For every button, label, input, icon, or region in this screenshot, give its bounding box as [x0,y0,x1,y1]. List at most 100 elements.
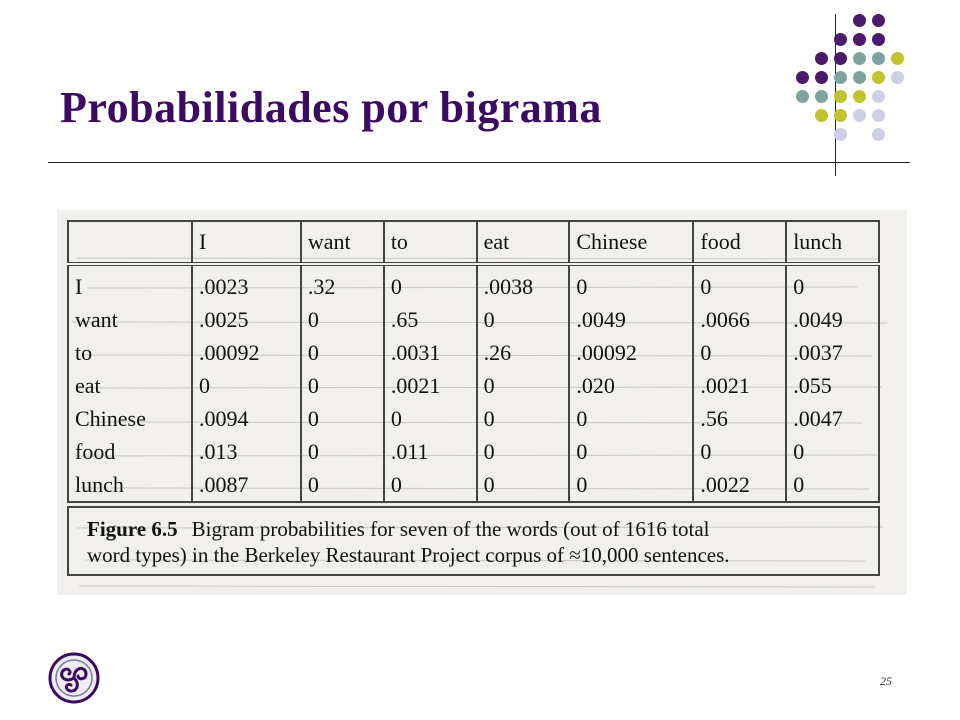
probability-cell: .56 [692,402,788,435]
decorative-dot [815,52,828,65]
column-header: eat [475,220,571,266]
decorative-dot [796,71,809,84]
row-header: I [66,264,194,303]
table-row: I .0023.32 0.0038 0 0 0 [66,264,880,303]
triskelion-icon [48,652,100,704]
probability-cell: 0 [692,264,788,303]
page-number: 25 [880,674,892,688]
probability-cell: .26 [475,336,571,369]
decorative-dot [872,109,885,122]
probability-cell: .0037 [785,336,880,369]
caption-text-line1: Bigram probabilities for seven of the wo… [191,517,710,541]
column-header: food [692,220,788,266]
column-header: I [191,220,302,266]
decorative-dot [834,109,847,122]
title-divider [48,162,910,163]
probability-cell: 0 [475,435,571,468]
probability-cell: 0 [299,336,385,369]
row-header: Chinese [66,402,194,435]
decorative-dot [796,90,809,103]
header-corner-cell [66,220,194,266]
decorative-dot [872,14,885,27]
probability-cell: .0021 [692,369,788,402]
probability-cell: .0049 [785,303,880,336]
probability-cell: 0 [692,435,788,468]
probability-cell: 0 [382,468,478,503]
slide-title: Probabilidades por bigrama [60,83,602,132]
caption-label: Figure 6.5 [87,517,178,541]
decorative-dot [815,109,828,122]
probability-cell: 0 [568,402,695,435]
column-header: lunch [785,220,880,266]
probability-cell: .0047 [785,402,880,435]
decorative-dot [853,52,866,65]
decorative-dot [872,33,885,46]
decorative-dot [853,71,866,84]
row-header: lunch [66,468,194,503]
decorative-dot [834,90,847,103]
probability-cell: .65 [382,303,478,336]
probability-cell: 0 [382,264,478,303]
decorative-dot [834,71,847,84]
decorative-dot [891,71,904,84]
decorative-dot [853,33,866,46]
probability-cell: 0 [299,402,385,435]
probability-cell: 0 [568,435,695,468]
probability-cell: .0094 [191,402,302,435]
decorative-dot [853,109,866,122]
probability-cell: 0 [475,468,571,503]
row-header: food [66,435,194,468]
probability-cell: 0 [475,369,571,402]
figure-caption: Figure 6.5 Bigram probabilities for seven… [67,506,880,576]
decorative-dot [853,14,866,27]
decorative-dot [834,128,847,141]
row-header: eat [66,369,194,402]
caption-text-line2: word types) in the Berkeley Restaurant P… [87,543,730,567]
probability-cell: .0087 [191,468,302,503]
decorative-dot [815,90,828,103]
probability-cell: .00092 [568,336,695,369]
decorative-dot [815,71,828,84]
probability-cell: 0 [299,303,385,336]
probability-cell: .0066 [692,303,788,336]
column-header: want [299,220,385,266]
probability-cell: .00092 [191,336,302,369]
column-header: to [382,220,478,266]
probability-cell: .0038 [475,264,571,303]
probability-cell: 0 [692,336,788,369]
probability-cell: .0031 [382,336,478,369]
decorative-dot [853,90,866,103]
probability-cell: 0 [568,468,695,503]
probability-cell: .32 [299,264,385,303]
decorative-dot [834,33,847,46]
probability-cell: .013 [191,435,302,468]
table-row: lunch .0087 0 0 0 0.0022 0 [66,468,880,503]
probability-cell: 0 [299,468,385,503]
probability-cell: 0 [475,303,571,336]
probability-cell: 0 [382,402,478,435]
probability-cell: 0 [785,435,880,468]
decorative-dot [872,52,885,65]
table-row: Chinese .0094 0 0 0 0.56.0047 [66,402,880,435]
probability-cell: 0 [785,264,880,303]
probability-cell: .0025 [191,303,302,336]
decorative-dot [872,90,885,103]
decorative-dot [891,52,904,65]
probability-cell: .0021 [382,369,478,402]
probability-cell: 0 [475,402,571,435]
probability-cell: .055 [785,369,880,402]
probability-cell: .0022 [692,468,788,503]
probability-cell: .011 [382,435,478,468]
probability-cell: .0023 [191,264,302,303]
decorative-dot [834,52,847,65]
row-header: want [66,303,194,336]
probability-cell: 0 [299,435,385,468]
table-row: want .0025 0.65 0.0049.0066.0049 [66,303,880,336]
table-row: food .013 0.011 0 0 0 0 [66,435,880,468]
probability-cell: 0 [785,468,880,503]
decorative-dot [872,71,885,84]
decorative-dot [872,128,885,141]
